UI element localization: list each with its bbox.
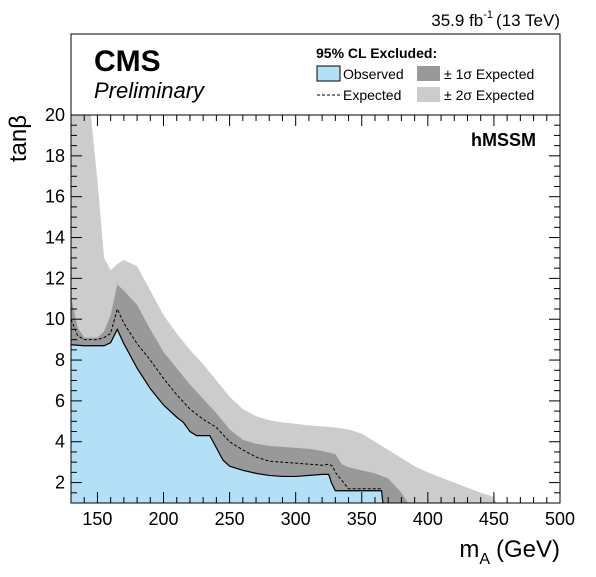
y-tick-label: 18 [45,146,65,166]
legend-label-observed: Observed [343,66,404,82]
lumi-value: 35.9 fb [431,11,483,30]
scenario-label: hMSSM [471,130,536,150]
lumi-energy: (13 TeV) [496,11,560,30]
x-tick-label: 250 [215,509,245,529]
x-tick-label: 500 [545,509,575,529]
lumi-label: 35.9 fb-1 (13 TeV) [431,9,560,30]
legend-box [70,33,561,116]
x-axis-title-unit: (GeV) [496,536,560,563]
y-tick-label: 14 [45,228,65,248]
legend-label-1sigma: ± 1σ Expected [444,66,534,82]
x-tick-label: 400 [413,509,443,529]
legend-label-expected: Expected [343,87,401,103]
x-tick-label: 350 [347,509,377,529]
lumi-exponent: -1 [483,9,493,21]
observed-region [71,329,383,503]
legend-title: 95% CL Excluded: [316,45,437,61]
y-tick-label: 16 [45,187,65,207]
y-tick-label: 6 [55,391,65,411]
observed-line [71,328,384,503]
data-layer [71,115,497,503]
legend-swatch-2sigma [417,87,440,102]
legend-swatch-observed [316,65,341,82]
y-axis-title: tanβ [5,115,32,162]
y-tick-label: 10 [45,309,65,329]
experiment-label: CMS [94,45,161,78]
x-tick-label: 150 [82,509,112,529]
y-tick-label: 2 [55,473,65,493]
status-label: Preliminary [94,78,206,103]
y-tick-label: 4 [55,432,65,452]
axes-layer: 150 200 250 300 350 400 450 500 2 4 6 8 10 12 14 16 18 20 [45,105,575,529]
legend-label-2sigma: ± 2σ Expected [444,87,534,103]
x-tick-label: 450 [479,509,509,529]
expected-line [71,307,382,490]
x-axis-title: mA (GeV) [459,536,560,568]
x-tick-label: 200 [148,509,178,529]
y-tick-label: 12 [45,268,65,288]
x-tick-label: 300 [281,509,311,529]
legend-swatch-1sigma [417,66,440,81]
y-tick-label: 20 [45,105,65,125]
x-axis-title-main: m [459,536,479,563]
y-tick-label: 8 [55,350,65,370]
x-axis-title-sub: A [479,551,490,568]
